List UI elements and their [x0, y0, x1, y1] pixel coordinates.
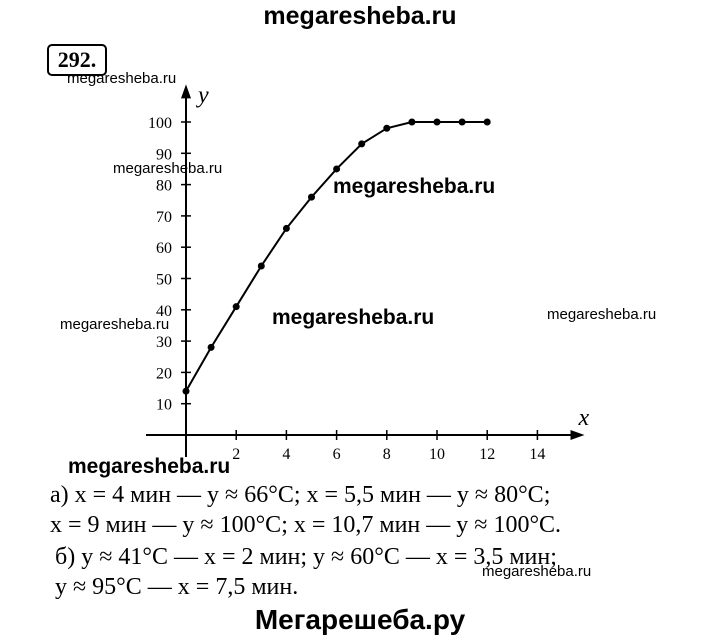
y-axis-arrow — [181, 84, 191, 99]
y-tick-label: 40 — [156, 303, 172, 320]
answer-a-line-1: а) x = 4 мин — y ≈ 66°C; x = 5,5 мин — y… — [50, 482, 551, 508]
data-point — [383, 124, 391, 132]
answer-b-line-1: б) y ≈ 41°C — x = 2 мин; y ≈ 60°C — x = … — [55, 544, 557, 570]
footer-watermark: Мегарешеба.ру — [254, 604, 466, 635]
data-point — [182, 387, 190, 395]
answer-a-line-2: x = 9 мин — y ≈ 100°C; x = 10,7 мин — y … — [50, 512, 562, 538]
x-tick-label: 12 — [479, 446, 495, 463]
watermark-small: megaresheba.ru — [482, 563, 592, 580]
y-tick-label: 10 — [156, 397, 172, 414]
y-tick-label: 60 — [156, 240, 172, 257]
watermark-bold: megaresheba.ru — [68, 455, 231, 478]
x-tick-label: 6 — [333, 446, 341, 463]
x-axis-arrow — [570, 430, 585, 440]
data-point — [358, 140, 366, 148]
x-axis-label: x — [578, 405, 590, 431]
y-tick-label: 30 — [156, 334, 172, 351]
x-tick-label: 2 — [232, 446, 240, 463]
data-point — [257, 262, 265, 270]
data-point — [232, 303, 240, 311]
watermark-small: megaresheba.ru — [67, 70, 177, 87]
data-point — [458, 118, 466, 126]
series-line — [185, 121, 488, 392]
x-tick-label: 4 — [282, 446, 290, 463]
data-point — [207, 343, 215, 351]
y-tick-label: 50 — [156, 272, 172, 289]
data-point — [483, 118, 491, 126]
y-tick-label: 80 — [156, 178, 172, 195]
y-tick-label: 20 — [156, 365, 172, 382]
data-point — [308, 193, 315, 201]
watermark-small: megaresheba.ru — [60, 316, 170, 333]
data-point — [282, 224, 290, 232]
data-point — [408, 118, 416, 126]
x-tick-label: 14 — [529, 446, 545, 463]
watermark-bold: megaresheba.ru — [272, 306, 435, 329]
y-axis-label: y — [196, 82, 209, 108]
watermark-small: megaresheba.ru — [547, 306, 657, 323]
answer-b-line-2: y ≈ 95°C — x = 7,5 мин. — [55, 574, 299, 600]
watermark-bold: megaresheba.ru — [333, 175, 496, 198]
x-tick-label: 10 — [429, 446, 445, 463]
y-tick-label: 90 — [156, 146, 172, 163]
header-watermark: megaresheba.ru — [263, 2, 457, 30]
watermark-small: megaresheba.ru — [113, 160, 223, 177]
y-tick-label: 70 — [156, 209, 172, 226]
data-point — [433, 118, 441, 126]
y-tick-label: 100 — [148, 115, 172, 132]
x-tick-label: 8 — [383, 446, 391, 463]
problem-number: 292. — [47, 44, 107, 76]
data-point — [333, 165, 341, 173]
